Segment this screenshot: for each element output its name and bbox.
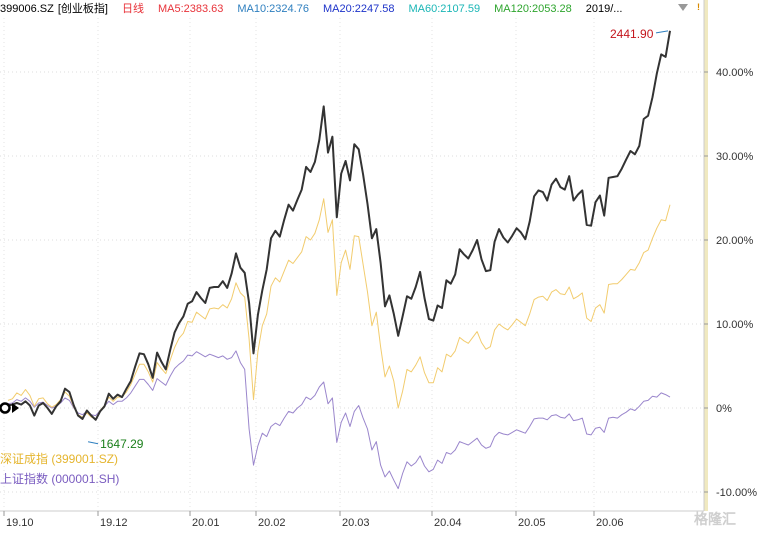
min-value-label: 1647.29 bbox=[100, 437, 144, 451]
start-marker-icon bbox=[0, 402, 11, 414]
ma5-value: MA5:2383.63 bbox=[157, 3, 224, 15]
min-pointer bbox=[87, 441, 99, 445]
y-tick-label: 40.00% bbox=[716, 67, 754, 79]
warning-icon[interactable]: ! bbox=[697, 2, 700, 12]
watermark: 格隆汇 bbox=[694, 511, 736, 527]
x-tick-label: 20.01 bbox=[192, 517, 220, 529]
y-tick-label: 20.00% bbox=[716, 235, 754, 247]
x-tick-label: 20.06 bbox=[596, 517, 624, 529]
chevron-down-icon[interactable] bbox=[678, 4, 688, 11]
ma60-value: MA60:2107.59 bbox=[408, 3, 481, 15]
x-tick-label: 20.04 bbox=[434, 517, 462, 529]
x-tick-label: 20.05 bbox=[518, 517, 546, 529]
y-tick-label: 10.00% bbox=[716, 319, 754, 331]
y-tick-label: -10.00% bbox=[716, 487, 757, 499]
series-line-0 bbox=[7, 30, 671, 421]
legend-szci[interactable]: 深证成指 (399001.SZ) bbox=[0, 452, 119, 466]
scrollbar[interactable] bbox=[704, 0, 708, 511]
symbol: 399006.SZ bbox=[0, 3, 54, 15]
x-tick-label: 19.10 bbox=[6, 517, 34, 529]
y-tick-label: 0% bbox=[716, 403, 732, 415]
legend-sse[interactable]: 上证指数 (000001.SH) bbox=[0, 472, 120, 486]
y-tick-label: 30.00% bbox=[716, 151, 754, 163]
series-line-2 bbox=[7, 350, 671, 490]
index-name: [创业板指] bbox=[57, 3, 108, 15]
x-tick-label: 20.03 bbox=[342, 517, 370, 529]
x-tick-label: 19.12 bbox=[100, 517, 128, 529]
max-pointer bbox=[655, 30, 669, 34]
chart-header: 399006.SZ [创业板指] 日线 MA5:2383.63 MA10:2324.76… bbox=[0, 0, 704, 18]
date-range[interactable]: 2019/... bbox=[585, 3, 623, 15]
ma10-value: MA10:2324.76 bbox=[237, 3, 309, 15]
series-line-1 bbox=[7, 198, 671, 420]
period: 日线 bbox=[121, 3, 144, 15]
ma120-value: MA120:2053.28 bbox=[494, 3, 572, 15]
ma20-value: MA20:2247.58 bbox=[322, 3, 395, 15]
play-arrow-icon bbox=[12, 403, 19, 413]
x-tick-label: 20.02 bbox=[258, 517, 286, 529]
max-value-label: 2441.90 bbox=[610, 27, 654, 41]
